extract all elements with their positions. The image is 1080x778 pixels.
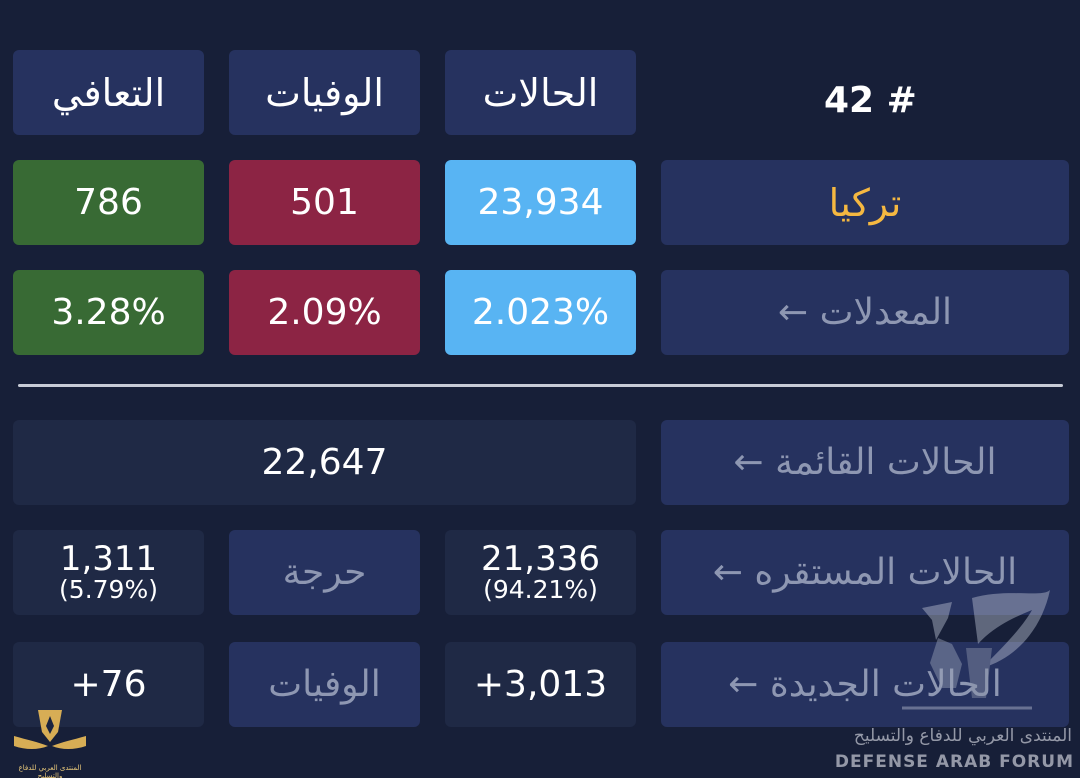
header-recovered: التعافي xyxy=(13,50,204,135)
stable-value: 21,336 (94.21%) xyxy=(445,530,636,615)
new-label: الحالات الجديدة ← xyxy=(661,642,1069,727)
stable-value-number: 21,336 xyxy=(481,538,600,579)
rate-deaths: 2.09% xyxy=(229,270,420,355)
country-deaths: 501 xyxy=(229,160,420,245)
new-cases: +3,013 xyxy=(445,642,636,727)
critical-value-number: 1,311 xyxy=(59,538,158,579)
rate-recovered: 3.28% xyxy=(13,270,204,355)
section-divider xyxy=(18,384,1063,387)
rate-cases: 2.023% xyxy=(445,270,636,355)
watermark-arabic: المنتدى العربي للدفاع والتسليح xyxy=(853,726,1072,746)
watermark-english: DEFENSE ARAB FORUM xyxy=(834,752,1074,772)
stable-label: الحالات المستقره ← xyxy=(661,530,1069,615)
defense-forum-logo-icon xyxy=(902,590,1050,710)
rank-label: 42 # xyxy=(824,79,917,121)
stable-value-percent: (94.21%) xyxy=(483,575,598,605)
corner-logo: المنتدى العربي للدفاع والتسليح xyxy=(8,702,92,778)
header-deaths: الوفيات xyxy=(229,50,420,135)
corner-logo-text: المنتدى العربي للدفاع والتسليح xyxy=(18,764,82,778)
rates-label: المعدلات ← xyxy=(661,270,1069,355)
country-name: تركيا xyxy=(661,160,1069,245)
critical-value-percent: (5.79%) xyxy=(59,575,158,605)
critical-value: 1,311 (5.79%) xyxy=(13,530,204,615)
country-cases: 23,934 xyxy=(445,160,636,245)
active-value: 22,647 xyxy=(13,420,636,505)
active-label: الحالات القائمة ← xyxy=(661,420,1069,505)
critical-label: حرجة xyxy=(229,530,420,615)
header-cases: الحالات xyxy=(445,50,636,135)
country-recovered: 786 xyxy=(13,160,204,245)
new-deaths-label: الوفيات xyxy=(229,642,420,727)
wing-shield-icon xyxy=(14,710,86,749)
